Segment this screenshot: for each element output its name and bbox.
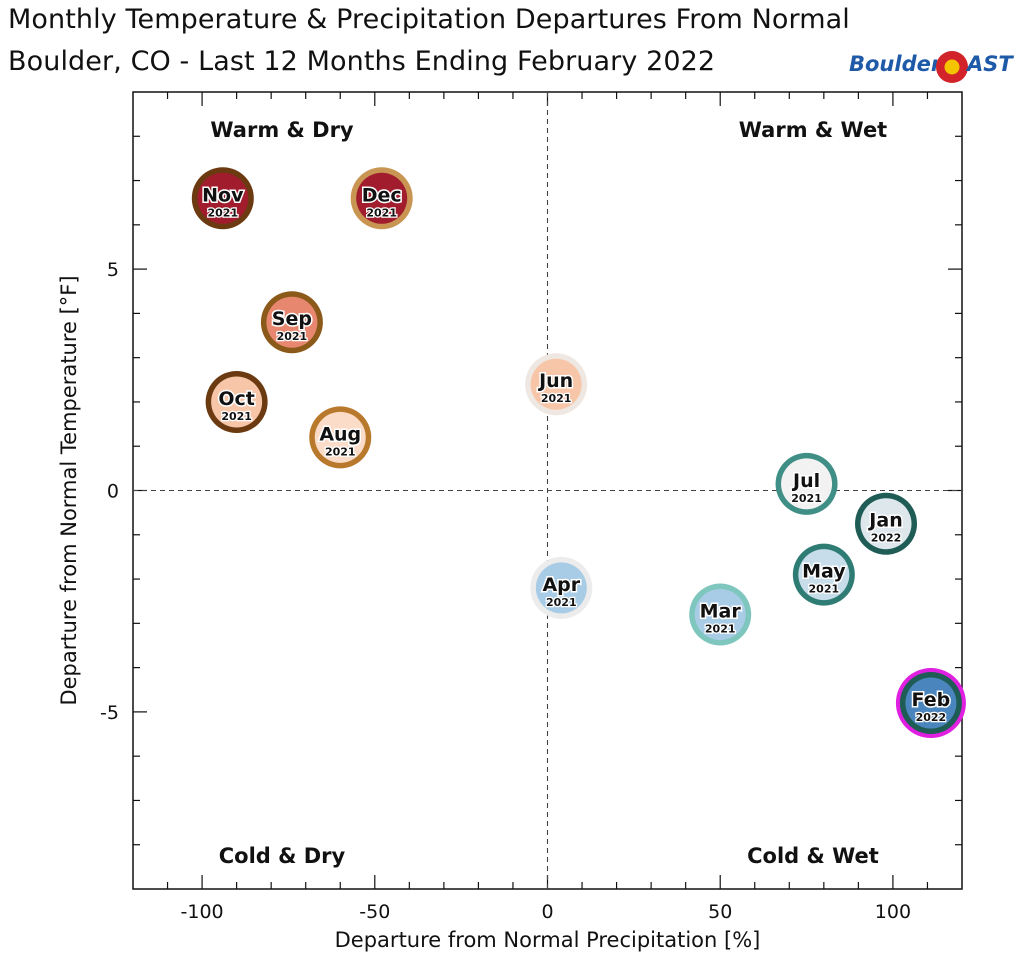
year-label: 2022 bbox=[871, 532, 902, 545]
marker-fill bbox=[314, 411, 366, 463]
logo-text-right: AST bbox=[967, 52, 1013, 76]
reference-lines bbox=[133, 92, 962, 889]
x-tick-label: -50 bbox=[359, 901, 390, 923]
y-axis-title: Departure from Normal Temperature [°F] bbox=[57, 275, 81, 705]
month-label: Dec bbox=[362, 184, 402, 206]
year-label: 2021 bbox=[221, 410, 252, 423]
year-label: 2021 bbox=[325, 445, 356, 458]
month-label: Aug bbox=[319, 423, 361, 445]
marker-fill bbox=[530, 358, 582, 410]
marker-fill bbox=[694, 588, 746, 640]
marker-fill bbox=[356, 172, 408, 224]
marker-fill bbox=[197, 172, 249, 224]
data-points: Nov2021Dec2021Sep2021Oct2021Aug2021Jun20… bbox=[191, 167, 966, 739]
month-label: Sep bbox=[272, 308, 312, 330]
quad-label-warm-wet: Warm & Wet bbox=[739, 118, 887, 142]
quad-label-warm-dry: Warm & Dry bbox=[210, 118, 354, 142]
month-label: Jul bbox=[791, 470, 820, 492]
marker-fill bbox=[211, 376, 263, 428]
year-label: 2021 bbox=[541, 392, 572, 405]
year-label: 2021 bbox=[207, 206, 238, 219]
chart-subtitle: Boulder, CO - Last 12 Months Ending Febr… bbox=[8, 46, 716, 77]
marker-fill bbox=[781, 458, 833, 510]
marker-fill bbox=[798, 549, 850, 601]
month-label: Feb bbox=[912, 689, 951, 711]
x-axis-title: Departure from Normal Precipitation [%] bbox=[335, 928, 761, 952]
year-label: 2022 bbox=[916, 711, 947, 724]
colorado-c-icon bbox=[936, 51, 968, 83]
quad-label-cold-dry: Cold & Dry bbox=[219, 844, 346, 868]
x-tick-label: 0 bbox=[541, 901, 553, 923]
x-tick-label: -100 bbox=[181, 901, 224, 923]
y-tick-label: 0 bbox=[107, 481, 119, 503]
marker-fill bbox=[905, 677, 957, 729]
year-label: 2021 bbox=[366, 206, 397, 219]
month-label: Oct bbox=[218, 388, 255, 410]
month-label: Nov bbox=[202, 184, 244, 206]
year-label: 2021 bbox=[546, 596, 577, 609]
year-label: 2021 bbox=[809, 583, 840, 596]
month-label: Jan bbox=[867, 510, 902, 532]
quad-label-cold-wet: Cold & Wet bbox=[747, 844, 879, 868]
year-label: 2021 bbox=[791, 492, 822, 505]
month-label: May bbox=[802, 561, 846, 583]
chart-title: Monthly Temperature & Precipitation Depa… bbox=[8, 4, 850, 35]
month-label: Mar bbox=[700, 600, 742, 622]
month-label: Jun bbox=[537, 370, 573, 392]
year-label: 2021 bbox=[705, 622, 736, 635]
month-label: Apr bbox=[542, 574, 580, 596]
x-tick-label: 50 bbox=[708, 901, 732, 923]
logo-c-inner bbox=[944, 59, 960, 75]
axis-titles: Departure from Normal Precipitation [%] D… bbox=[57, 275, 760, 952]
marker-fill bbox=[535, 562, 587, 614]
y-tick-label: 5 bbox=[107, 259, 119, 281]
marker-fill bbox=[860, 498, 912, 550]
x-tick-label: 100 bbox=[875, 901, 911, 923]
marker-fill bbox=[266, 296, 318, 348]
quadrant-labels: Warm & Dry Warm & Wet Cold & Dry Cold & Wet bbox=[210, 118, 887, 868]
logo-text-left: Boulder bbox=[849, 52, 942, 76]
year-label: 2021 bbox=[277, 330, 308, 343]
y-tick-label: -5 bbox=[100, 702, 119, 724]
